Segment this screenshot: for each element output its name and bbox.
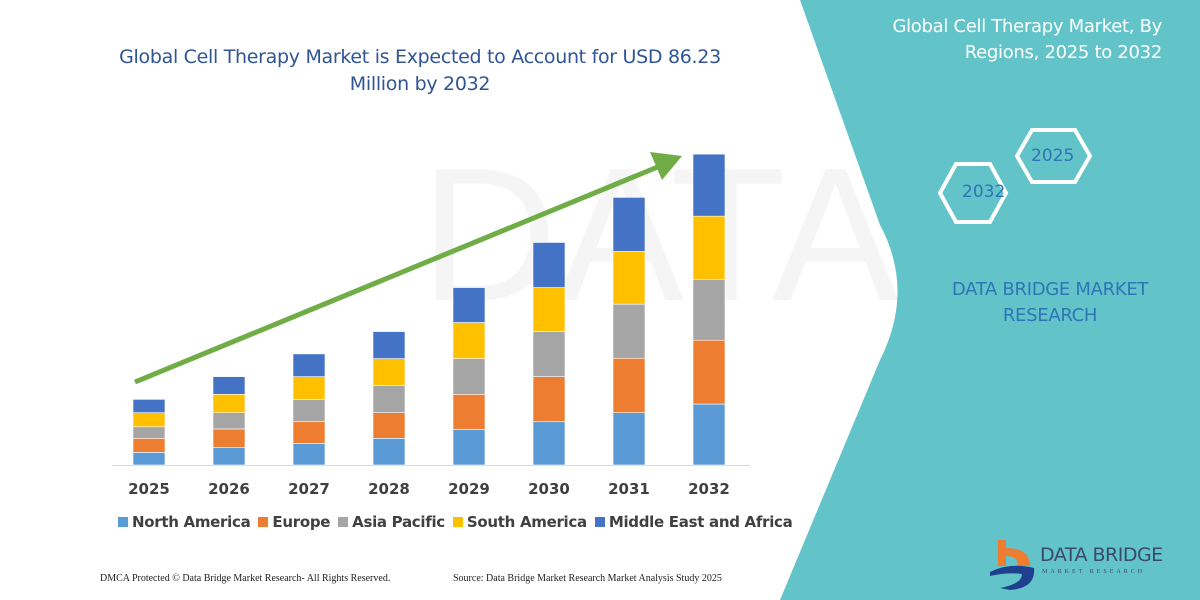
footer-copyright: DMCA Protected © Data Bridge Market Rese…: [100, 573, 391, 584]
legend: North America Europe Asia Pacific South Ame…: [118, 513, 793, 531]
legend-label: Asia Pacific: [352, 513, 445, 531]
logo-text: DATA BRIDGE: [1040, 544, 1163, 566]
hex-label-2025: 2025: [1031, 146, 1075, 166]
brand-text: DATA BRIDGE MARKET RESEARCH: [951, 279, 1149, 326]
chart-title: Global Cell Therapy Market is Expected t…: [119, 46, 721, 95]
bar-segment-asia-pacific-2025: [132, 426, 166, 439]
bar-segment-middle-east-and-africa-2031: [612, 197, 646, 252]
legend-swatch: [594, 517, 605, 527]
legend-label: Europe: [272, 513, 331, 531]
bar-segment-europe-2026: [212, 428, 246, 448]
legend-item: Europe: [258, 513, 330, 531]
x-tick-label: 2030: [528, 480, 570, 498]
hexagon-2025: [1014, 128, 1093, 184]
bar-segment-europe-2029: [452, 394, 486, 430]
bar-segment-middle-east-and-africa-2028: [372, 331, 406, 359]
legend-item: South America: [452, 513, 587, 531]
bar-segment-asia-pacific-2029: [452, 358, 486, 395]
legend-item: North America: [118, 513, 251, 531]
legend-item: Middle East and Africa: [594, 513, 793, 531]
legend-item: Asia Pacific: [338, 513, 445, 531]
bar-segment-europe-2030: [532, 376, 566, 423]
side-panel-shape: [780, 0, 1200, 600]
bar-segment-middle-east-and-africa-2027: [292, 353, 326, 377]
bar-segment-europe-2031: [612, 357, 646, 414]
legend-swatch: [338, 517, 349, 527]
x-tick-label: 2029: [448, 480, 490, 498]
bar-segment-south-america-2030: [532, 287, 566, 332]
bar-segment-north-america-2029: [452, 428, 486, 466]
bar-segment-europe-2028: [372, 412, 406, 439]
legend-swatch: [118, 517, 128, 527]
hexagon-2032: [937, 162, 1009, 224]
bar-segment-middle-east-and-africa-2029: [452, 287, 486, 323]
legend-label: Middle East and Africa: [608, 513, 793, 531]
x-tick-label: 2026: [208, 480, 250, 498]
stacked-bar-chart: 2025 2026 2027 2028 2029 2030 2031 2032: [112, 152, 750, 498]
bar-segment-south-america-2032: [692, 215, 726, 280]
bar-segment-north-america-2025: [132, 452, 166, 466]
legend-label: North America: [132, 513, 251, 531]
bar-segment-asia-pacific-2027: [292, 399, 326, 423]
bar-segment-south-america-2025: [132, 412, 166, 428]
hex-label-2032: 2032: [962, 182, 1006, 202]
bar-segment-asia-pacific-2026: [212, 412, 246, 430]
bar-segment-north-america-2027: [292, 443, 326, 466]
bar-segment-south-america-2027: [292, 376, 326, 400]
x-tick-label: 2027: [288, 480, 330, 498]
bar-segment-middle-east-and-africa-2025: [132, 399, 166, 414]
logo-subtext: MARKET RESEARCH: [1042, 569, 1146, 575]
bar-segment-europe-2027: [292, 421, 326, 444]
bar-segment-south-america-2028: [372, 358, 406, 386]
bar-segment-north-america-2026: [212, 447, 246, 466]
trend-arrow-head: [650, 152, 682, 180]
bar-segment-north-america-2032: [692, 403, 726, 466]
bar-segment-north-america-2031: [612, 412, 646, 466]
bar-segment-middle-east-and-africa-2030: [532, 242, 566, 288]
bar-segment-asia-pacific-2031: [612, 303, 646, 359]
bar-segment-middle-east-and-africa-2026: [212, 376, 246, 395]
bar-segment-south-america-2026: [212, 394, 246, 414]
bar-segment-europe-2025: [132, 438, 166, 453]
bar-segment-asia-pacific-2032: [692, 278, 726, 341]
bar-segment-asia-pacific-2028: [372, 385, 406, 414]
bar-segment-europe-2032: [692, 339, 726, 405]
bar-segment-middle-east-and-africa-2032: [692, 153, 726, 217]
logo-icon: [990, 540, 1035, 590]
bar-segment-north-america-2028: [372, 438, 406, 466]
legend-swatch: [258, 517, 269, 527]
x-tick-label: 2032: [688, 480, 730, 498]
footer-source: Source: Data Bridge Market Research Mark…: [453, 573, 722, 584]
legend-label: South America: [466, 513, 587, 531]
x-tick-label: 2031: [608, 480, 650, 498]
bar-segment-asia-pacific-2030: [532, 331, 566, 377]
bar-segment-south-america-2029: [452, 322, 486, 359]
trend-arrow-line: [134, 163, 661, 385]
legend-swatch: [452, 517, 463, 527]
bar-segment-south-america-2031: [612, 251, 646, 305]
bar-segment-north-america-2030: [532, 421, 566, 466]
x-tick-label: 2028: [368, 480, 410, 498]
x-tick-label: 2025: [128, 480, 170, 498]
side-panel-title: Global Cell Therapy Market, By Regions, …: [892, 16, 1162, 63]
